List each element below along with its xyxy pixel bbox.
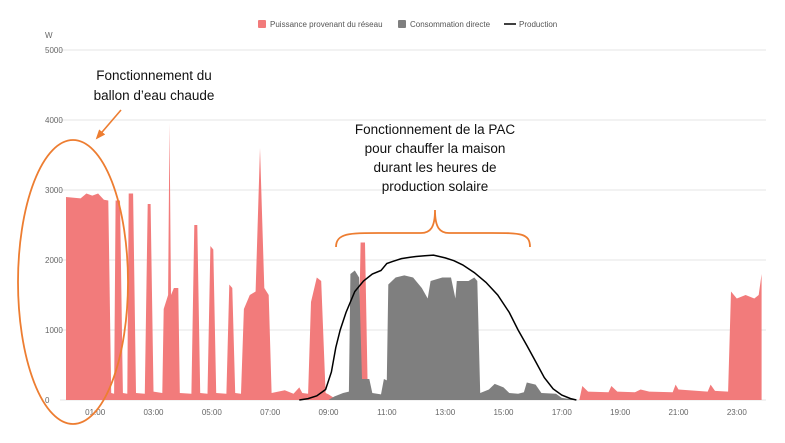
x-tick-label: 13:00 <box>435 408 456 417</box>
annotation-arrow <box>95 109 122 140</box>
legend-swatch-direct-consumption[interactable] <box>398 20 406 28</box>
x-tick-label: 15:00 <box>493 408 514 417</box>
legend: Puissance provenant du réseau Consommati… <box>258 20 557 29</box>
y-tick-label: 1000 <box>45 326 63 335</box>
annotation-water-heater: Fonctionnement du ballon d’eau chaude <box>17 68 215 425</box>
y-tick-label: 4000 <box>45 116 63 125</box>
legend-label-production[interactable]: Production <box>519 20 557 29</box>
x-tick-label: 05:00 <box>202 408 223 417</box>
annotation-curly-brace <box>335 209 531 248</box>
x-tick-label: 11:00 <box>377 408 397 417</box>
x-axis-ticks: 01:00 03:00 05:00 07:00 09:00 11:00 13:00 15:00… <box>85 408 747 417</box>
annotation-heat-pump: Fonctionnement de la PAC pour chauffer l… <box>335 122 531 248</box>
series-grid-power-area <box>66 123 762 400</box>
annotation-heat-pump-line-4: production solaire <box>382 179 489 194</box>
x-tick-label: 09:00 <box>318 408 339 417</box>
y-tick-label: 2000 <box>45 256 63 265</box>
annotation-water-heater-line-1: Fonctionnement du <box>96 68 212 83</box>
x-tick-label: 03:00 <box>143 408 164 417</box>
annotation-ellipse-highlight <box>17 139 129 425</box>
x-tick-label: 07:00 <box>260 408 281 417</box>
legend-label-direct-consumption[interactable]: Consommation directe <box>410 20 491 29</box>
y-tick-label: 5000 <box>45 46 63 55</box>
y-axis-ticks: 5000 4000 3000 2000 1000 0 <box>45 46 63 405</box>
annotation-water-heater-line-2: ballon d’eau chaude <box>94 88 215 103</box>
y-tick-label: 3000 <box>45 186 63 195</box>
series-direct-consumption-area <box>328 270 577 400</box>
y-axis-unit-label: W <box>45 31 53 40</box>
x-tick-label: 17:00 <box>552 408 573 417</box>
legend-swatch-grid-power[interactable] <box>258 20 266 28</box>
annotation-heat-pump-line-3: durant les heures de <box>373 160 496 175</box>
annotation-heat-pump-line-2: pour chauffer la maison <box>365 141 506 156</box>
annotation-heat-pump-line-1: Fonctionnement de la PAC <box>355 122 516 137</box>
y-tick-label: 0 <box>45 396 50 405</box>
legend-label-grid-power[interactable]: Puissance provenant du réseau <box>270 20 383 29</box>
x-tick-label: 19:00 <box>610 408 631 417</box>
x-tick-label: 23:00 <box>727 408 748 417</box>
x-tick-label: 21:00 <box>668 408 689 417</box>
series-production-line <box>299 254 577 401</box>
